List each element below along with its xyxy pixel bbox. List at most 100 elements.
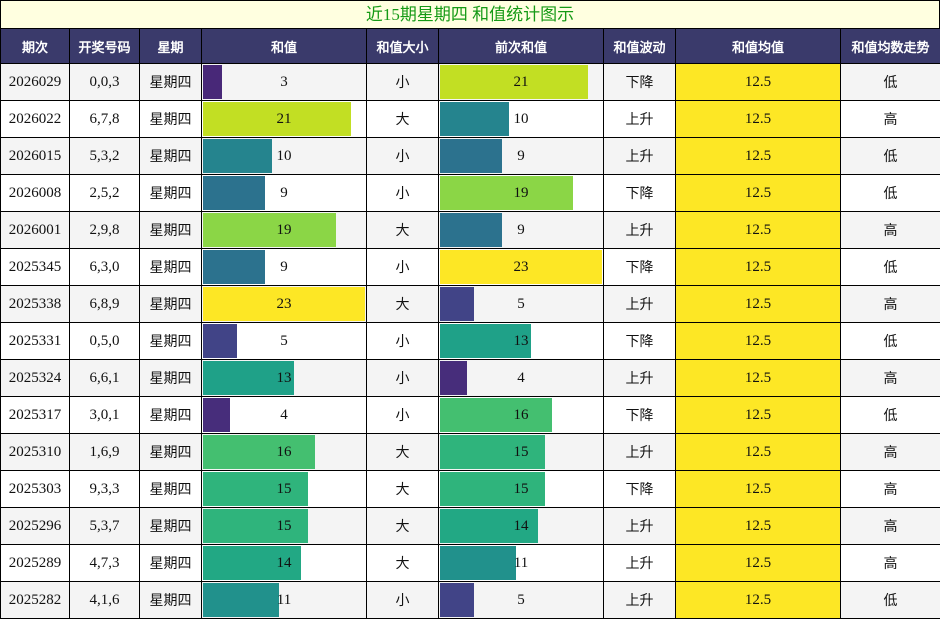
avg-trend-cell: 低 bbox=[840, 137, 940, 175]
weekday-cell: 星期四 bbox=[139, 248, 202, 286]
prev-sum-bar bbox=[440, 472, 545, 506]
sum-bar bbox=[203, 287, 365, 321]
size-cell: 小 bbox=[366, 322, 439, 360]
prev-sum-value: 14 bbox=[513, 517, 529, 534]
trend-cell: 上升 bbox=[603, 581, 676, 619]
prev-sum-bar bbox=[440, 213, 503, 247]
avg-trend-cell: 高 bbox=[840, 211, 940, 249]
sum-value: 5 bbox=[280, 332, 288, 349]
numbers-cell: 5,3,7 bbox=[69, 507, 140, 545]
table-row: 2025282 4,1,6 星期四 11 小 5 上升 12.5 低 bbox=[0, 581, 940, 619]
avg-trend-cell: 高 bbox=[840, 433, 940, 471]
trend-cell: 上升 bbox=[603, 544, 676, 582]
prev-sum-value: 10 bbox=[513, 110, 529, 127]
prev-sum-value: 11 bbox=[513, 554, 529, 571]
numbers-cell: 0,0,3 bbox=[69, 63, 140, 101]
avg-trend-cell: 高 bbox=[840, 285, 940, 323]
weekday-cell: 星期四 bbox=[139, 507, 202, 545]
sum-bar-cell: 15 bbox=[201, 470, 367, 508]
prev-sum-bar bbox=[440, 139, 503, 173]
prev-sum-bar-cell: 19 bbox=[438, 174, 604, 212]
prev-sum-bar-cell: 16 bbox=[438, 396, 604, 434]
prev-sum-value: 9 bbox=[517, 221, 525, 238]
sum-bar bbox=[203, 65, 223, 99]
table-row: 2026008 2,5,2 星期四 9 小 19 下降 12.5 低 bbox=[0, 174, 940, 212]
period-cell: 2025303 bbox=[0, 470, 70, 508]
weekday-cell: 星期四 bbox=[139, 63, 202, 101]
avg-trend-cell: 高 bbox=[840, 100, 940, 138]
avg-trend-cell: 高 bbox=[840, 359, 940, 397]
prev-sum-value: 5 bbox=[517, 591, 525, 608]
sum-bar-cell: 13 bbox=[201, 359, 367, 397]
prev-sum-bar bbox=[440, 65, 588, 99]
weekday-cell: 星期四 bbox=[139, 359, 202, 397]
prev-sum-bar-cell: 9 bbox=[438, 211, 604, 249]
period-cell: 2026015 bbox=[0, 137, 70, 175]
trend-cell: 下降 bbox=[603, 63, 676, 101]
size-cell: 大 bbox=[366, 285, 439, 323]
numbers-cell: 0,5,0 bbox=[69, 322, 140, 360]
avg-cell: 12.5 bbox=[675, 285, 841, 323]
trend-cell: 上升 bbox=[603, 100, 676, 138]
sum-bar-cell: 23 bbox=[201, 285, 367, 323]
size-cell: 小 bbox=[366, 248, 439, 286]
sum-bar bbox=[203, 546, 301, 580]
size-cell: 大 bbox=[366, 470, 439, 508]
prev-sum-value: 9 bbox=[517, 147, 525, 164]
avg-trend-cell: 低 bbox=[840, 581, 940, 619]
sum-bar bbox=[203, 139, 273, 173]
numbers-cell: 4,1,6 bbox=[69, 581, 140, 619]
trend-cell: 上升 bbox=[603, 285, 676, 323]
sum-bar bbox=[203, 176, 266, 210]
table-row: 2025331 0,5,0 星期四 5 小 13 下降 12.5 低 bbox=[0, 322, 940, 360]
prev-sum-value: 13 bbox=[513, 332, 529, 349]
table-row: 2025296 5,3,7 星期四 15 大 14 上升 12.5 高 bbox=[0, 507, 940, 545]
table-row: 2026022 6,7,8 星期四 21 大 10 上升 12.5 高 bbox=[0, 100, 940, 138]
sum-bar-cell: 11 bbox=[201, 581, 367, 619]
trend-cell: 下降 bbox=[603, 248, 676, 286]
avg-cell: 12.5 bbox=[675, 63, 841, 101]
table-row: 2025317 3,0,1 星期四 4 小 16 下降 12.5 低 bbox=[0, 396, 940, 434]
sum-bar-cell: 9 bbox=[201, 174, 367, 212]
avg-cell: 12.5 bbox=[675, 211, 841, 249]
weekday-cell: 星期四 bbox=[139, 581, 202, 619]
header-trend: 和值波动 bbox=[603, 28, 676, 64]
trend-cell: 上升 bbox=[603, 137, 676, 175]
prev-sum-bar-cell: 5 bbox=[438, 285, 604, 323]
sum-bar-cell: 16 bbox=[201, 433, 367, 471]
sum-value: 13 bbox=[276, 369, 292, 386]
header-avg: 和值均值 bbox=[675, 28, 841, 64]
weekday-cell: 星期四 bbox=[139, 544, 202, 582]
period-cell: 2026022 bbox=[0, 100, 70, 138]
prev-sum-bar-cell: 23 bbox=[438, 248, 604, 286]
table-row: 2026015 5,3,2 星期四 10 小 9 上升 12.5 低 bbox=[0, 137, 940, 175]
sum-value: 23 bbox=[276, 295, 292, 312]
size-cell: 大 bbox=[366, 507, 439, 545]
prev-sum-bar bbox=[440, 250, 602, 284]
table-row: 2025303 9,3,3 星期四 15 大 15 下降 12.5 高 bbox=[0, 470, 940, 508]
size-cell: 小 bbox=[366, 174, 439, 212]
avg-trend-cell: 高 bbox=[840, 507, 940, 545]
period-cell: 2025338 bbox=[0, 285, 70, 323]
prev-sum-bar bbox=[440, 102, 510, 136]
prev-sum-bar-cell: 21 bbox=[438, 63, 604, 101]
size-cell: 大 bbox=[366, 433, 439, 471]
sum-value: 11 bbox=[276, 591, 292, 608]
header-row: 期次 开奖号码 星期 和值 和值大小 前次和值 和值波动 和值均值 和值均数走势 bbox=[0, 28, 940, 64]
size-cell: 小 bbox=[366, 63, 439, 101]
sum-bar-cell: 19 bbox=[201, 211, 367, 249]
trend-cell: 上升 bbox=[603, 433, 676, 471]
sum-value: 21 bbox=[276, 110, 292, 127]
avg-cell: 12.5 bbox=[675, 544, 841, 582]
prev-sum-bar-cell: 14 bbox=[438, 507, 604, 545]
prev-sum-value: 16 bbox=[513, 406, 529, 423]
sum-bar-cell: 4 bbox=[201, 396, 367, 434]
period-cell: 2025282 bbox=[0, 581, 70, 619]
size-cell: 小 bbox=[366, 396, 439, 434]
size-cell: 大 bbox=[366, 211, 439, 249]
sum-bar bbox=[203, 583, 280, 617]
prev-sum-value: 5 bbox=[517, 295, 525, 312]
weekday-cell: 星期四 bbox=[139, 433, 202, 471]
numbers-cell: 6,6,1 bbox=[69, 359, 140, 397]
